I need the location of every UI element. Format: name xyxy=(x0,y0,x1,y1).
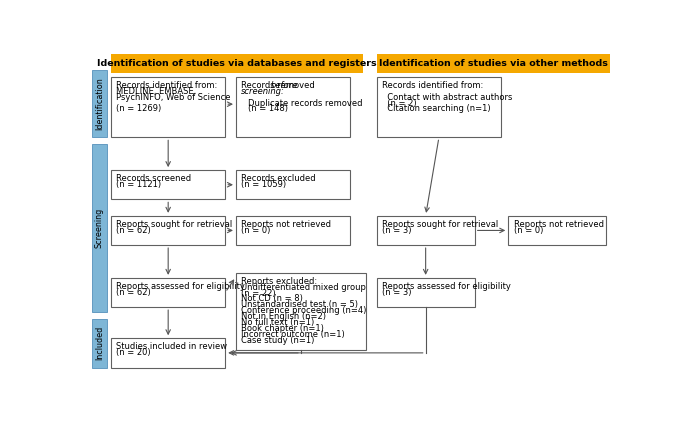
Text: Book chapter (n=1): Book chapter (n=1) xyxy=(241,324,324,333)
Text: Not CD (n = 8): Not CD (n = 8) xyxy=(241,294,303,304)
Text: Reports sought for retrieval: Reports sought for retrieval xyxy=(116,220,233,229)
Text: (n = 2): (n = 2) xyxy=(382,98,416,108)
Text: (n = 1121): (n = 1121) xyxy=(116,180,162,189)
Text: Unstandardised test (n = 5): Unstandardised test (n = 5) xyxy=(241,300,358,310)
Bar xyxy=(111,170,225,199)
Text: (n = 1269): (n = 1269) xyxy=(116,104,162,114)
Text: (n = 1059): (n = 1059) xyxy=(241,180,286,189)
Text: Citation searching (n=1): Citation searching (n=1) xyxy=(382,104,490,114)
Text: Reports assessed for eligibility: Reports assessed for eligibility xyxy=(116,282,245,291)
Bar xyxy=(111,278,225,307)
Text: Reports not retrieved: Reports not retrieved xyxy=(241,220,331,229)
Text: Reports assessed for eligibility: Reports assessed for eligibility xyxy=(382,282,511,291)
Bar xyxy=(111,77,225,137)
Text: Undifferentiated mixed group: Undifferentiated mixed group xyxy=(241,283,366,292)
Text: (n = 20): (n = 20) xyxy=(116,348,151,357)
Text: Reports excluded:: Reports excluded: xyxy=(241,277,317,286)
Bar xyxy=(236,273,366,350)
Text: Records identified from:: Records identified from: xyxy=(382,81,483,90)
Text: Incorrect outcome (n=1): Incorrect outcome (n=1) xyxy=(241,330,345,339)
Bar xyxy=(92,318,107,368)
Text: MEDLINE, EMBASE,: MEDLINE, EMBASE, xyxy=(116,87,197,96)
Text: Reports sought for retrieval: Reports sought for retrieval xyxy=(382,220,498,229)
Text: before: before xyxy=(271,81,298,90)
Text: Identification: Identification xyxy=(95,78,104,130)
Bar xyxy=(377,54,610,73)
Bar xyxy=(377,77,501,137)
Text: Case study (n=1): Case study (n=1) xyxy=(241,335,314,345)
Bar xyxy=(508,216,606,245)
Text: Identification of studies via other methods: Identification of studies via other meth… xyxy=(379,59,608,68)
Bar xyxy=(111,338,225,368)
Text: (n = 62): (n = 62) xyxy=(116,287,151,296)
Bar xyxy=(377,278,475,307)
Text: screening:: screening: xyxy=(241,87,285,96)
Text: (n = 0): (n = 0) xyxy=(514,226,543,234)
Bar xyxy=(92,144,107,312)
Text: Included: Included xyxy=(95,326,104,360)
Bar xyxy=(236,216,350,245)
Text: (n = 3): (n = 3) xyxy=(382,226,412,234)
Text: Not in English (n=2): Not in English (n=2) xyxy=(241,312,326,321)
Text: Records identified from:: Records identified from: xyxy=(116,81,218,90)
Bar xyxy=(236,77,350,137)
Text: Records excluded: Records excluded xyxy=(241,174,316,183)
Text: (n = 3): (n = 3) xyxy=(382,287,412,296)
Bar xyxy=(377,216,475,245)
Text: (n = 22): (n = 22) xyxy=(241,289,276,298)
Text: Screening: Screening xyxy=(95,208,104,248)
Text: PsychINFO, Web of Science: PsychINFO, Web of Science xyxy=(116,93,231,102)
Text: (n = 62): (n = 62) xyxy=(116,226,151,234)
Text: Studies included in review: Studies included in review xyxy=(116,342,227,351)
Bar xyxy=(236,170,350,199)
Text: Conference proceeding (n=4): Conference proceeding (n=4) xyxy=(241,306,366,315)
Text: No full text (n=1): No full text (n=1) xyxy=(241,318,314,327)
Bar xyxy=(111,216,225,245)
Text: Identification of studies via databases and registers: Identification of studies via databases … xyxy=(97,59,377,68)
Text: Records removed: Records removed xyxy=(241,81,318,90)
Bar xyxy=(92,70,107,137)
Text: Duplicate records removed: Duplicate records removed xyxy=(247,98,362,108)
Text: (n = 148): (n = 148) xyxy=(247,104,288,114)
Text: Records screened: Records screened xyxy=(116,174,192,183)
Text: (n = 0): (n = 0) xyxy=(241,226,271,234)
Text: Contact with abstract authors: Contact with abstract authors xyxy=(382,93,512,102)
Bar xyxy=(111,54,363,73)
Text: Reports not retrieved: Reports not retrieved xyxy=(514,220,603,229)
